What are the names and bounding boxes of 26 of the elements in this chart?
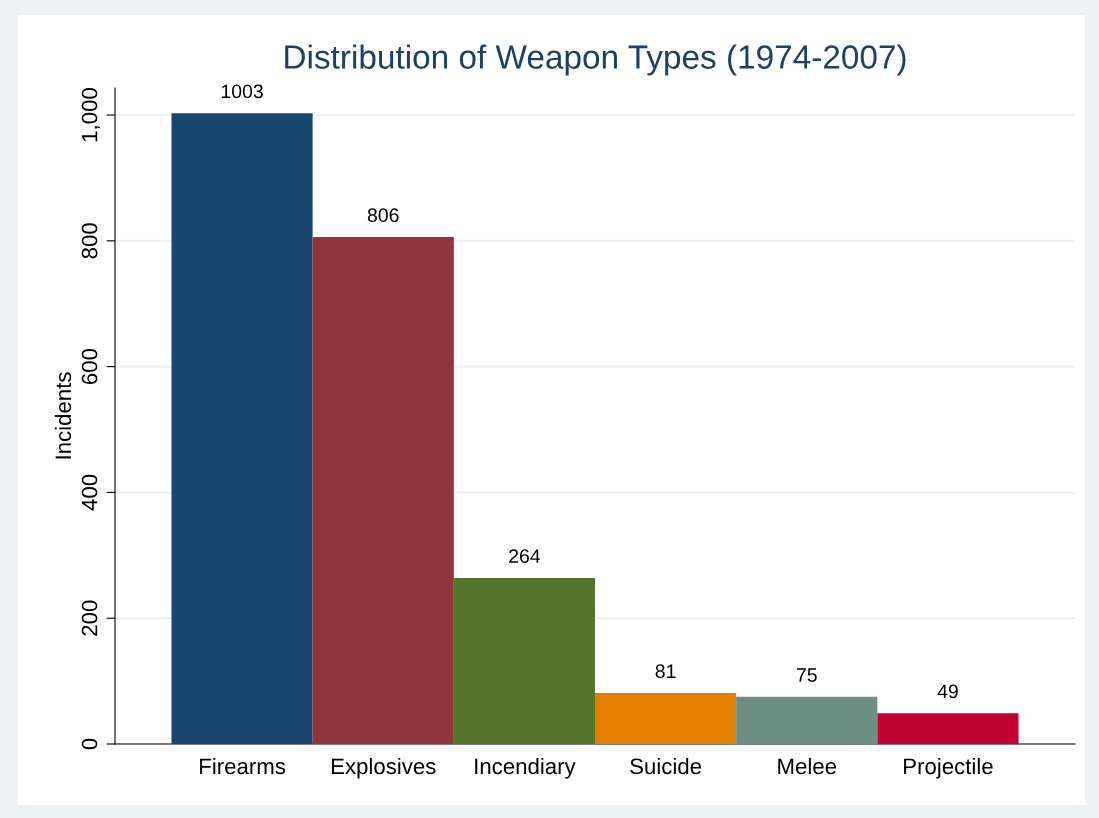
y-axis-title: Incidents — [54, 372, 72, 459]
x-tick-label: Explosives — [331, 757, 436, 779]
y-tick-label: 1,000 — [81, 88, 101, 142]
x-tick-label: Suicide — [630, 757, 702, 775]
y-tick-label: 400 — [81, 474, 98, 511]
data-label: 49 — [937, 684, 958, 699]
x-tick-label: Projectile — [904, 757, 993, 779]
y-tick-label: 600 — [81, 348, 98, 385]
data-label: 806 — [367, 208, 399, 223]
bar — [736, 696, 878, 744]
y-tick-label: 0 — [81, 738, 98, 750]
data-label: 1003 — [221, 84, 263, 99]
y-tick-label: 800 — [81, 223, 98, 259]
chart-title: Distribution of Weapon Types (1974-2007) — [285, 44, 906, 76]
bar — [877, 713, 1019, 744]
bar — [595, 693, 737, 744]
bar — [312, 237, 454, 744]
data-label: 264 — [509, 549, 541, 563]
data-label: 75 — [796, 668, 817, 682]
data-label: 81 — [655, 664, 676, 679]
x-tick-label: Incendiary — [475, 757, 576, 779]
x-tick-label: Firearms — [200, 757, 286, 775]
bar — [453, 577, 595, 744]
x-tick-label: Melee — [778, 757, 837, 775]
y-tick-label: 200 — [81, 600, 98, 636]
bar — [171, 113, 313, 744]
